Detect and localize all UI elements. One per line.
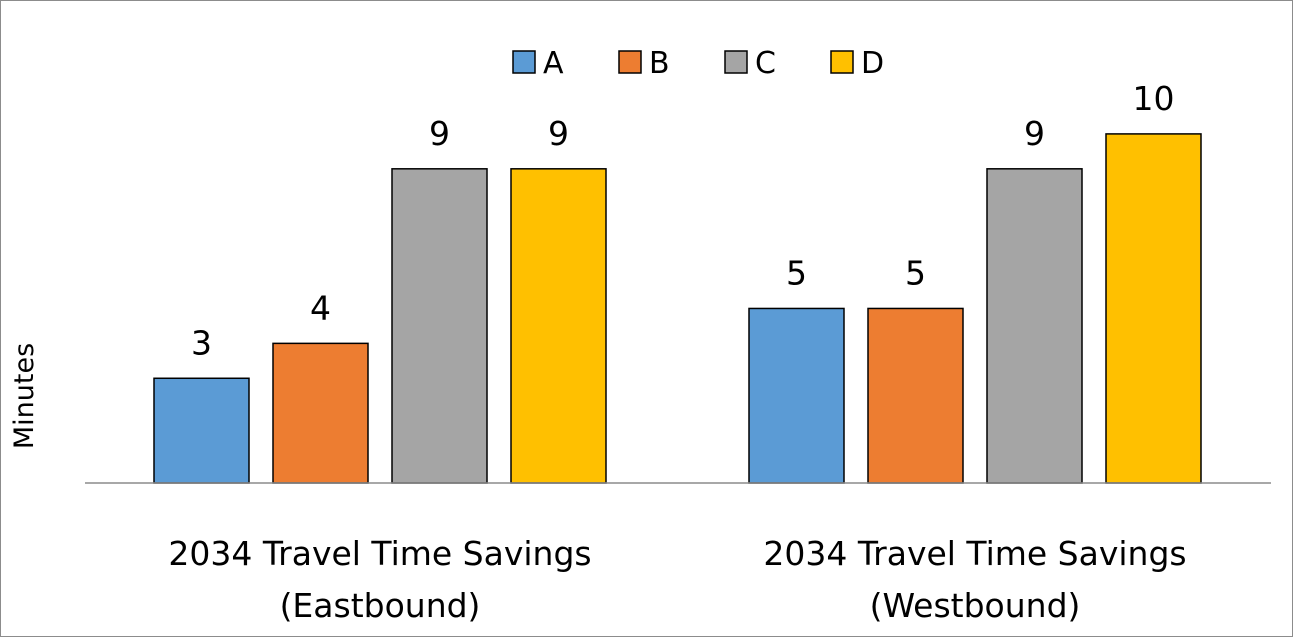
legend-label-b: B xyxy=(649,46,670,81)
legend-label-c: C xyxy=(755,46,776,81)
category-label-1-line-1: 2034 Travel Time Savings xyxy=(168,534,591,573)
bar-b-2 xyxy=(867,307,964,484)
data-label-c-2: 9 xyxy=(1024,114,1045,153)
legend-swatch-a xyxy=(512,50,536,74)
legend-swatch-d xyxy=(830,50,854,74)
legend: A B C D xyxy=(512,46,884,81)
category-labels: 2034 Travel Time Savings (Eastbound) 2034 … xyxy=(168,534,1186,625)
bar-a-2 xyxy=(748,307,845,484)
bar-b-1 xyxy=(272,342,369,484)
bar-c-1 xyxy=(391,168,488,484)
data-label-a-1: 3 xyxy=(191,323,212,362)
bar-a-1 xyxy=(153,377,250,484)
category-label-2-line-1: 2034 Travel Time Savings xyxy=(763,534,1186,573)
data-label-b-2: 5 xyxy=(905,253,926,292)
data-label-c-1: 9 xyxy=(429,114,450,153)
legend-swatch-b xyxy=(618,50,642,74)
data-label-a-2: 5 xyxy=(786,253,807,292)
category-label-2-line-2: (Westbound) xyxy=(870,586,1081,625)
bar-d-1 xyxy=(510,168,607,484)
bar-c-2 xyxy=(986,168,1083,484)
legend-label-a: A xyxy=(543,46,564,81)
category-label-1-line-2: (Eastbound) xyxy=(280,586,481,625)
data-label-d-2: 10 xyxy=(1133,79,1175,118)
data-label-b-1: 4 xyxy=(310,288,331,327)
bars xyxy=(153,133,1202,484)
bar-d-2 xyxy=(1105,133,1202,484)
data-label-d-1: 9 xyxy=(548,114,569,153)
data-labels: 3 5 4 5 9 9 9 10 xyxy=(191,79,1175,362)
legend-label-d: D xyxy=(861,46,884,81)
y-axis-label: Minutes xyxy=(9,343,40,449)
legend-swatch-c xyxy=(724,50,748,74)
